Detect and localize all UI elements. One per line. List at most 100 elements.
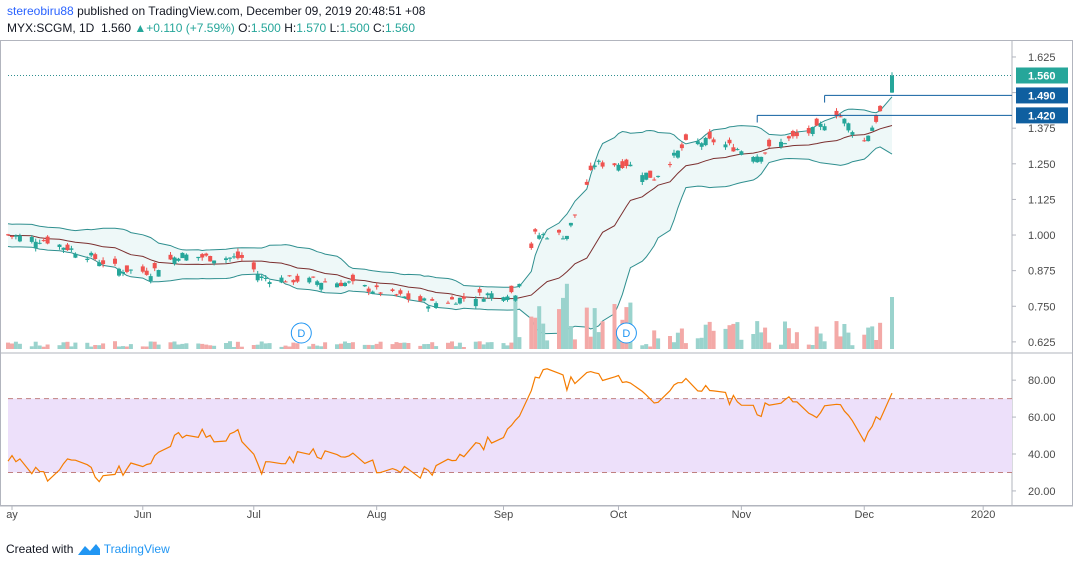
time-tick-label: Jul: [247, 509, 261, 521]
candle-body: [612, 163, 617, 166]
candle-body: [648, 170, 653, 178]
candle-body: [822, 126, 827, 131]
volume-bar: [767, 342, 772, 349]
high-value: 1.570: [296, 21, 327, 35]
volume-bar: [588, 336, 593, 349]
volume-bar: [739, 339, 744, 349]
volume-bar: [489, 342, 494, 349]
volume-bar: [418, 345, 423, 349]
candle-body: [683, 134, 688, 140]
candle-body: [783, 143, 787, 145]
candle-body: [870, 127, 875, 131]
dividend-marker-label: D: [622, 328, 630, 340]
candle-body: [596, 160, 601, 162]
candle-body: [628, 164, 633, 167]
candle-body: [810, 127, 815, 134]
volume-bar: [251, 345, 256, 349]
volume-bar: [97, 345, 102, 349]
chart-canvas[interactable]: DD1.6251.5001.3751.2501.1251.0000.8750.7…: [0, 40, 1073, 540]
volume-bar: [648, 346, 653, 349]
volume-bar: [85, 342, 90, 349]
volume-bar: [703, 324, 708, 349]
open-value: 1.500: [250, 21, 281, 35]
volume-bar: [283, 345, 288, 349]
volume-bar: [224, 343, 228, 349]
price-tick-label: 1.375: [1028, 123, 1056, 135]
volume-bar: [890, 297, 894, 349]
volume-bar: [501, 343, 506, 349]
candle-body: [806, 128, 811, 134]
candle-body: [370, 291, 375, 294]
candle-body: [759, 156, 764, 162]
price-tick-label: 0.750: [1028, 301, 1056, 313]
volume-bar: [335, 344, 339, 349]
volume-bar: [10, 343, 14, 349]
candle-body: [850, 132, 855, 135]
candle-body: [450, 297, 454, 300]
volume-bar: [61, 342, 66, 349]
price-change: +0.110 (+7.59%): [146, 21, 235, 35]
candle-body: [620, 161, 625, 168]
candle-body: [842, 118, 847, 124]
volume-bar: [517, 337, 522, 349]
volume-bar: [29, 346, 34, 349]
dividend-marker[interactable]: [615, 322, 637, 344]
volume-bar: [806, 344, 811, 349]
candle-body: [453, 303, 458, 305]
time-tick-label: Aug: [367, 509, 387, 521]
candle-body: [232, 256, 236, 258]
candle-body: [239, 255, 244, 258]
volume-bar: [239, 346, 244, 349]
dividend-marker[interactable]: [290, 322, 312, 344]
rsi-tick-label: 60.00: [1028, 412, 1056, 424]
candle-body: [208, 256, 213, 262]
volume-bar: [124, 346, 129, 349]
price-label-text: 1.560: [1028, 70, 1056, 82]
candle-body: [343, 282, 347, 286]
candle-body: [224, 258, 228, 260]
candle-body: [390, 289, 395, 291]
volume-bar: [779, 344, 783, 349]
volume-bar: [668, 336, 672, 349]
volume-bar: [675, 332, 680, 349]
candle-body: [862, 140, 867, 142]
volume-bar: [176, 344, 181, 349]
volume-bar: [41, 346, 46, 349]
volume-bar: [818, 333, 823, 349]
candle-body: [128, 269, 133, 271]
price-label-box: [1016, 107, 1068, 124]
candle-body: [592, 165, 597, 168]
volume-bar: [477, 341, 482, 349]
candle-body: [485, 293, 490, 296]
candle-body: [695, 141, 700, 145]
volume-bar: [814, 326, 819, 349]
candle-body: [767, 139, 772, 147]
candle-body: [727, 139, 732, 144]
candle-body: [212, 260, 217, 264]
volume-bar: [315, 345, 320, 349]
candle-body: [568, 222, 573, 226]
volume-bar: [672, 342, 676, 349]
candle-body: [794, 132, 799, 137]
volume-bar: [374, 343, 379, 349]
candle-body: [283, 281, 288, 283]
volume-bar: [596, 332, 601, 349]
volume-bar: [545, 340, 550, 349]
candle-body: [335, 283, 339, 288]
price-tick-label: 1.125: [1028, 194, 1056, 206]
candle-body: [152, 263, 157, 269]
candle-body: [200, 254, 205, 258]
candle-body: [707, 131, 712, 139]
rsi-tick-label: 20.00: [1028, 486, 1056, 498]
volume-bar: [794, 332, 799, 349]
symbol-label: MYX:SCGM, 1D: [7, 21, 95, 35]
volume-bar: [790, 343, 795, 349]
publisher-link[interactable]: stereobiru88: [7, 4, 74, 18]
tradingview-brand[interactable]: TradingView: [103, 542, 170, 556]
chart-header-legend: MYX:SCGM, 1D 1.560 ▲+0.110 (+7.59%) O:1.…: [7, 21, 415, 35]
volume-bar: [319, 346, 324, 349]
candle-body: [113, 258, 117, 264]
volume-bar: [350, 342, 355, 349]
volume-bar: [291, 342, 296, 349]
candle-body: [545, 238, 550, 240]
